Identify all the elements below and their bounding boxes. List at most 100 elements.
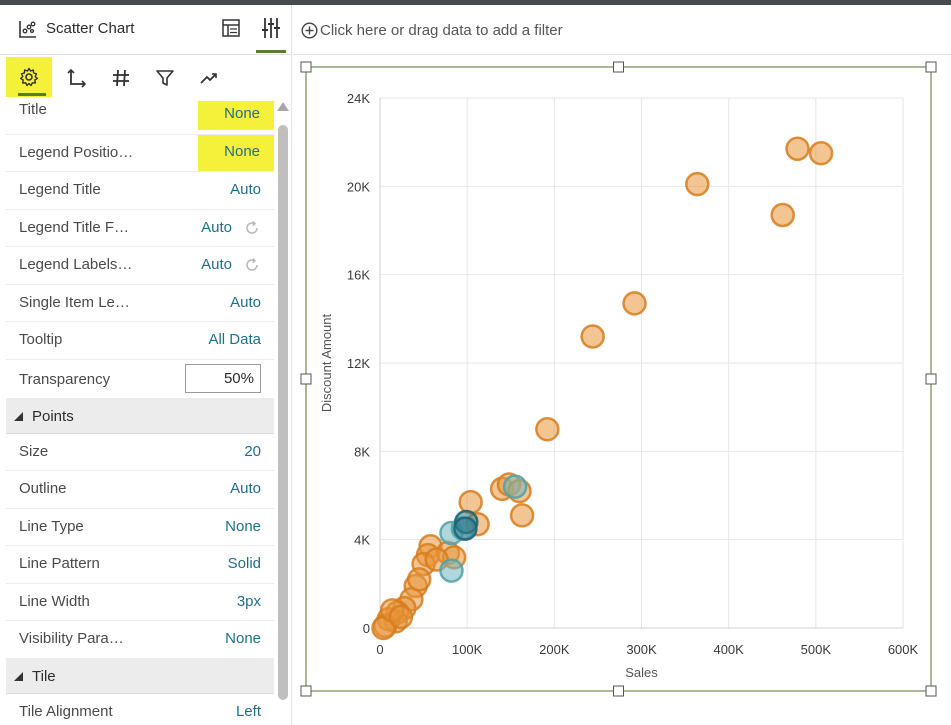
property-value[interactable]: None	[198, 101, 274, 130]
property-label: Line Pattern	[19, 555, 100, 572]
x-tick-label: 300K	[626, 642, 657, 657]
x-tick-label: 500K	[801, 642, 832, 657]
property-label: Visibility Para…	[19, 630, 124, 647]
section-header-tile[interactable]: Tile	[6, 658, 274, 694]
data-point[interactable]	[685, 171, 710, 197]
filter-placeholder[interactable]: Click here or drag data to add a filter	[320, 22, 563, 39]
resize-handle[interactable]	[613, 685, 624, 697]
y-tick-label: 4K	[354, 533, 370, 548]
scroll-up-arrow[interactable]	[277, 102, 289, 111]
trend-icon	[200, 73, 217, 84]
property-row-line-type[interactable]: Line Type None	[6, 509, 274, 546]
reset-icon[interactable]	[244, 257, 260, 273]
resize-handle[interactable]	[300, 61, 312, 73]
tab-axis[interactable]	[62, 63, 92, 93]
property-value[interactable]: Solid	[227, 555, 261, 572]
panel-header: Scatter Chart	[0, 5, 291, 55]
property-row-tooltip[interactable]: Tooltip All Data	[6, 322, 274, 360]
tab-values[interactable]	[106, 63, 136, 93]
filter-bar[interactable]: Click here or drag data to add a filter	[293, 5, 951, 55]
resize-handle[interactable]	[925, 685, 937, 697]
data-point[interactable]	[770, 202, 795, 228]
section-label: Tile	[32, 667, 56, 685]
resize-handle[interactable]	[925, 373, 937, 385]
tab-general-settings[interactable]	[6, 57, 52, 97]
property-value[interactable]: Auto	[230, 293, 261, 311]
data-point[interactable]	[406, 567, 432, 592]
property-row-legend-title-font[interactable]: Legend Title F… Auto	[6, 210, 274, 247]
data-point[interactable]	[808, 140, 834, 166]
property-row-outline[interactable]: Outline Auto	[6, 471, 274, 509]
property-row-transparency[interactable]: Transparency 50%	[6, 360, 274, 399]
add-filter-icon[interactable]	[301, 22, 318, 39]
data-point[interactable]	[785, 136, 810, 162]
properties-sliders-icon[interactable]	[261, 17, 281, 39]
scatter-chart[interactable]: 0 100K 200K 300K 400K 500K 600K 0 4K 8K 12K 16K 20K 2…	[293, 56, 951, 725]
scatter-chart-icon	[19, 21, 36, 38]
property-label: Size	[19, 442, 49, 460]
property-value[interactable]: 3px	[236, 592, 261, 610]
data-point[interactable]	[509, 503, 535, 528]
property-row-line-width[interactable]: Line Width 3px	[6, 584, 274, 621]
y-tick-label: 16K	[347, 268, 370, 283]
property-value[interactable]: 20	[244, 442, 261, 460]
data-point[interactable]	[439, 558, 464, 583]
hash-icon	[113, 69, 129, 87]
property-value[interactable]: Auto	[201, 218, 232, 236]
property-row-single-item-legend[interactable]: Single Item Le… Auto	[6, 285, 274, 322]
property-row-line-pattern[interactable]: Line Pattern Solid	[6, 546, 274, 584]
property-value[interactable]: Left	[235, 702, 261, 720]
property-row-tile-alignment[interactable]: Tile Alignment Left	[6, 694, 274, 725]
property-label: Legend Labels…	[19, 256, 133, 273]
property-row-legend-position[interactable]: Legend Positio… None	[6, 134, 274, 172]
data-point[interactable]	[453, 516, 478, 541]
property-value[interactable]: All Data	[208, 331, 261, 348]
data-point[interactable]	[622, 291, 647, 316]
property-tabs	[0, 55, 291, 97]
property-list: Title None Legend Positio… None Legend T…	[6, 97, 274, 725]
property-label: Single Item Le…	[19, 293, 130, 311]
property-label: Legend Title F…	[19, 218, 130, 236]
reset-icon[interactable]	[244, 220, 260, 236]
property-value[interactable]: None	[198, 134, 274, 171]
data-point[interactable]	[388, 604, 414, 630]
property-value[interactable]: None	[225, 630, 261, 647]
resize-handle[interactable]	[300, 685, 312, 697]
property-value[interactable]: None	[225, 517, 261, 535]
resize-handle[interactable]	[925, 61, 937, 73]
tab-analytics[interactable]	[194, 63, 224, 93]
x-tick-label: 200K	[539, 642, 570, 657]
y-tick-label: 24K	[347, 91, 370, 106]
axis-icon	[67, 68, 87, 88]
property-row-visibility-parameter[interactable]: Visibility Para… None	[6, 621, 274, 659]
property-label: Tile Alignment	[19, 702, 113, 720]
panel-title: Scatter Chart	[46, 20, 135, 37]
property-row-legend-labels[interactable]: Legend Labels… Auto	[6, 247, 274, 285]
x-tick-label: 100K	[452, 642, 483, 657]
property-row-size[interactable]: Size 20	[6, 434, 274, 471]
scrollbar-thumb[interactable]	[278, 125, 288, 700]
collapse-triangle-icon	[14, 671, 23, 681]
tab-filters[interactable]	[150, 63, 180, 93]
properties-panel: Scatter Chart	[0, 5, 292, 725]
grammar-panel-icon[interactable]	[221, 18, 241, 38]
property-label: Line Type	[19, 517, 84, 535]
data-point[interactable]	[502, 474, 528, 499]
data-point[interactable]	[580, 324, 605, 349]
x-tick-label: 0	[376, 642, 383, 657]
property-row-title[interactable]: Title None	[6, 97, 274, 135]
property-label: Title	[19, 101, 47, 118]
property-value[interactable]: Auto	[230, 181, 261, 198]
property-label: Transparency	[19, 370, 111, 388]
resize-handle[interactable]	[300, 373, 312, 385]
property-value[interactable]: Auto	[230, 480, 261, 497]
x-tick-label: 600K	[888, 642, 919, 657]
property-value[interactable]: Auto	[201, 256, 232, 273]
data-point[interactable]	[535, 417, 560, 442]
x-axis-title: Sales	[625, 665, 658, 680]
transparency-input[interactable]: 50%	[185, 363, 261, 393]
resize-handle[interactable]	[613, 61, 624, 73]
data-point[interactable]	[458, 489, 483, 515]
section-header-points[interactable]: Points	[6, 398, 274, 434]
property-row-legend-title[interactable]: Legend Title Auto	[6, 172, 274, 210]
